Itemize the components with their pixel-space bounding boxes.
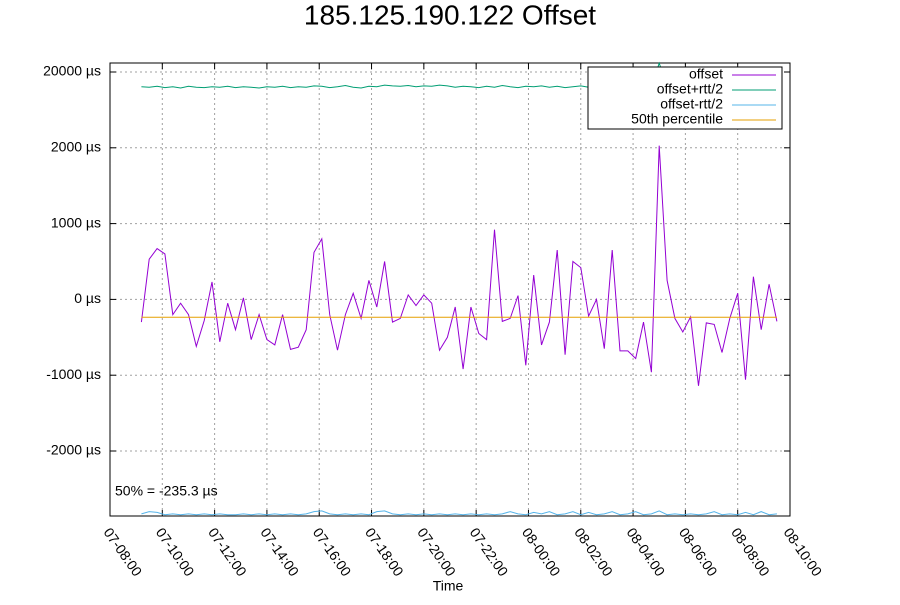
x-axis-label: Time <box>433 578 464 594</box>
y-tick-label: 20000 µs <box>43 63 101 79</box>
plot-frame <box>109 62 791 517</box>
series-line <box>141 510 777 516</box>
legend-label: 50th percentile <box>631 111 723 127</box>
y-tick-label: -2000 µs <box>46 442 101 458</box>
legend-label: offset <box>689 66 723 82</box>
chart-title: 185.125.190.122 Offset <box>304 0 596 30</box>
y-tick-label: 1000 µs <box>51 214 101 230</box>
legend-box <box>587 66 783 130</box>
legend-label: offset+rtt/2 <box>657 81 723 97</box>
legend-label: offset-rtt/2 <box>660 96 723 112</box>
series-line <box>140 145 778 386</box>
y-tick-label: 2000 µs <box>51 139 101 155</box>
percentile-label: 50% = -235.3 µs <box>115 483 218 499</box>
y-tick-label: -1000 µs <box>46 366 101 382</box>
y-tick-label: 0 µs <box>74 290 101 306</box>
